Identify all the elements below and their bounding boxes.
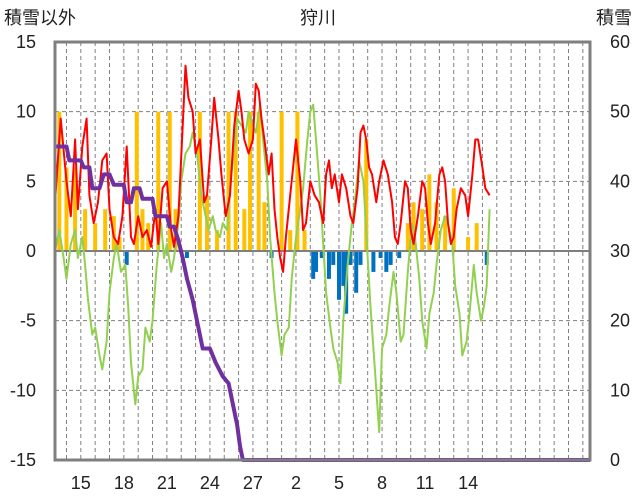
bar	[279, 111, 284, 252]
gridlines	[55, 42, 590, 460]
bar	[156, 111, 161, 252]
bar	[248, 111, 253, 252]
series-line-purple	[55, 144, 590, 462]
x-tick-label: 11	[416, 473, 435, 493]
bar	[384, 251, 389, 272]
bar	[64, 167, 69, 251]
x-tick-label: 2	[291, 473, 301, 493]
bar	[288, 230, 293, 251]
right-tick-label: 10	[610, 380, 630, 400]
left-axis-label: 積雪以外	[4, 8, 76, 28]
right-tick-label: 20	[610, 311, 630, 331]
bar	[256, 111, 261, 252]
right-axis-label: 積雪	[596, 8, 632, 28]
bar	[341, 251, 346, 286]
left-tick-label: -15	[10, 450, 36, 470]
bar	[103, 209, 108, 251]
bar	[397, 251, 402, 258]
bar	[233, 111, 238, 252]
bar	[451, 188, 456, 251]
right-tick-label: 40	[610, 171, 630, 191]
bar	[295, 111, 300, 252]
x-tick-label: 15	[71, 473, 91, 493]
x-tick-label: 21	[157, 473, 177, 493]
bar	[354, 251, 359, 293]
bar	[358, 251, 363, 265]
bar	[388, 251, 393, 265]
bar	[434, 202, 439, 251]
bar	[242, 209, 247, 251]
chart-title: 狩川	[300, 8, 336, 28]
left-tick-label: 0	[26, 241, 36, 261]
plot-frame	[53, 40, 592, 462]
right-tick-label: 50	[610, 102, 630, 122]
x-tick-label: 18	[114, 473, 134, 493]
bar	[484, 251, 489, 265]
left-tick-label: 5	[26, 171, 36, 191]
bar	[311, 251, 316, 279]
left-tick-label: -10	[10, 380, 36, 400]
bar	[124, 251, 129, 265]
bar	[184, 251, 189, 258]
bar	[427, 174, 432, 251]
bar	[443, 216, 448, 251]
bar	[134, 111, 139, 252]
bar	[57, 111, 62, 252]
bar	[167, 111, 172, 252]
bar	[319, 251, 324, 258]
bar	[302, 230, 307, 251]
bar	[348, 251, 353, 265]
x-tick-label: 27	[243, 473, 263, 493]
bar	[474, 223, 479, 251]
left-tick-label: 10	[16, 102, 36, 122]
bar	[83, 209, 88, 251]
bar	[73, 167, 78, 251]
left-tick-label: -5	[20, 311, 36, 331]
x-tick-label: 24	[200, 473, 220, 493]
bar	[215, 230, 220, 251]
bar	[466, 237, 471, 251]
bar	[117, 237, 122, 251]
bar	[93, 223, 98, 251]
series-line-green	[54, 103, 491, 434]
bar	[420, 209, 425, 251]
bar	[331, 251, 336, 265]
bar	[378, 251, 383, 258]
bar	[371, 251, 376, 272]
bar	[140, 209, 145, 251]
bar	[326, 251, 331, 279]
right-tick-label: 30	[610, 241, 630, 261]
bar	[364, 139, 369, 251]
x-tick-label: 14	[458, 473, 478, 493]
bar	[226, 111, 231, 252]
right-tick-label: 0	[610, 450, 620, 470]
left-tick-label: 15	[16, 32, 36, 52]
series-line-red	[54, 64, 491, 273]
right-tick-label: 60	[610, 32, 630, 52]
series-lines	[54, 64, 590, 462]
bar	[405, 223, 410, 251]
x-tick-label: 5	[334, 473, 344, 493]
bar	[262, 202, 267, 251]
x-tick-label: 8	[377, 473, 387, 493]
bar	[314, 251, 319, 272]
bar	[336, 251, 341, 300]
